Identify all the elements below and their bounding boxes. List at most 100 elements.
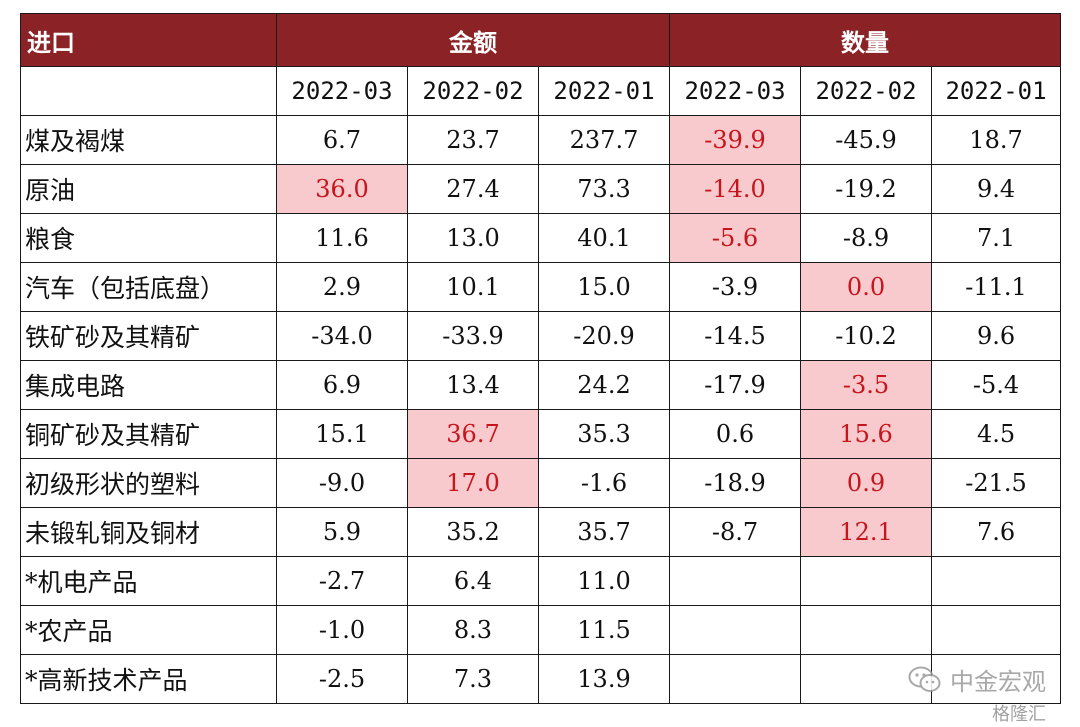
table-cell: 13.0 bbox=[407, 213, 539, 263]
table-row: 集成电路 6.9 13.4 24.2 -17.9 -3.5 -5.4 bbox=[20, 360, 1062, 410]
row-label: *机电产品 bbox=[20, 556, 277, 606]
table-row: 煤及褐煤 6.7 23.7 237.7 -39.9 -45.9 18.7 bbox=[20, 115, 1062, 165]
table-cell: 2.9 bbox=[276, 262, 408, 312]
table-cell-empty bbox=[669, 556, 802, 606]
table-cell: 11.5 bbox=[537, 605, 671, 655]
table-cell: -1.0 bbox=[276, 605, 408, 655]
table-cell: 23.7 bbox=[407, 115, 539, 165]
row-label: 集成电路 bbox=[20, 360, 277, 410]
table-cell: 27.4 bbox=[407, 164, 539, 214]
table-cell: -45.9 bbox=[800, 115, 933, 165]
watermark-sub: 格隆汇 bbox=[992, 704, 1046, 725]
table-cell: 6.4 bbox=[407, 556, 539, 606]
table-cell: -17.9 bbox=[669, 360, 802, 410]
table-row: 未锻轧铜及铜材 5.9 35.2 35.7 -8.7 12.1 7.6 bbox=[20, 507, 1062, 557]
table-cell: 7.1 bbox=[931, 213, 1062, 263]
table-cell: 9.6 bbox=[931, 311, 1062, 361]
row-label: 粮食 bbox=[20, 213, 277, 263]
table-cell: -2.5 bbox=[276, 654, 408, 704]
table-cell-highlighted: 17.0 bbox=[407, 458, 539, 508]
table-cell: -11.1 bbox=[931, 262, 1062, 312]
table-row: *高新技术产品 -2.5 7.3 13.9 bbox=[20, 654, 1062, 704]
table-cell: -8.9 bbox=[800, 213, 933, 263]
import-table: 进口 金额 数量 2022-03 2022-02 2022-01 2022-03… bbox=[20, 13, 1062, 704]
table-cell-empty bbox=[931, 654, 1062, 704]
table-cell: -33.9 bbox=[407, 311, 539, 361]
period-header: 2022-01 bbox=[931, 66, 1062, 116]
table-cell: -3.9 bbox=[669, 262, 802, 312]
table-cell-empty bbox=[669, 654, 802, 704]
table-cell-empty bbox=[800, 605, 933, 655]
table-cell: -5.4 bbox=[931, 360, 1062, 410]
table-cell: 4.5 bbox=[931, 409, 1062, 459]
row-label: 初级形状的塑料 bbox=[20, 458, 277, 508]
table-row: 原油 36.0 27.4 73.3 -14.0 -19.2 9.4 bbox=[20, 164, 1062, 214]
period-header: 2022-03 bbox=[276, 66, 408, 116]
watermark-text: 中金宏观 bbox=[950, 668, 1046, 696]
period-header: 2022-01 bbox=[537, 66, 671, 116]
table-cell-highlighted: 36.0 bbox=[276, 164, 408, 214]
table-row: 铁矿砂及其精矿 -34.0 -33.9 -20.9 -14.5 -10.2 9.… bbox=[20, 311, 1062, 361]
period-header: 2022-03 bbox=[669, 66, 802, 116]
table-cell: 18.7 bbox=[931, 115, 1062, 165]
table-cell: 11.6 bbox=[276, 213, 408, 263]
wechat-icon bbox=[908, 666, 941, 692]
table-cell: 13.9 bbox=[537, 654, 671, 704]
table-cell-empty bbox=[669, 605, 802, 655]
table-cell: 73.3 bbox=[537, 164, 671, 214]
table-row: 铜矿砂及其精矿 15.1 36.7 35.3 0.6 15.6 4.5 bbox=[20, 409, 1062, 459]
table-cell: 24.2 bbox=[537, 360, 671, 410]
table-cell-highlighted: -5.6 bbox=[669, 213, 802, 263]
table-cell: 10.1 bbox=[407, 262, 539, 312]
table-cell: 5.9 bbox=[276, 507, 408, 557]
table-cell: 6.9 bbox=[276, 360, 408, 410]
table-cell: -20.9 bbox=[537, 311, 671, 361]
table-cell: 13.4 bbox=[407, 360, 539, 410]
row-label: 未锻轧铜及铜材 bbox=[20, 507, 277, 557]
table-cell: -21.5 bbox=[931, 458, 1062, 508]
table-cell-highlighted: 36.7 bbox=[407, 409, 539, 459]
table-cell-highlighted: -14.0 bbox=[669, 164, 802, 214]
table-cell-highlighted: -39.9 bbox=[669, 115, 802, 165]
corner-label: 进口 bbox=[20, 13, 277, 67]
table-row: 初级形状的塑料 -9.0 17.0 -1.6 -18.9 0.9 -21.5 bbox=[20, 458, 1062, 508]
row-label: 铁矿砂及其精矿 bbox=[20, 311, 277, 361]
table-cell: 7.6 bbox=[931, 507, 1062, 557]
table-cell-highlighted: 15.6 bbox=[800, 409, 933, 459]
table-row: 粮食 11.6 13.0 40.1 -5.6 -8.9 7.1 bbox=[20, 213, 1062, 263]
table-cell: -34.0 bbox=[276, 311, 408, 361]
table-cell: 0.6 bbox=[669, 409, 802, 459]
table-cell: -2.7 bbox=[276, 556, 408, 606]
table-cell: 15.0 bbox=[537, 262, 671, 312]
table-cell: -9.0 bbox=[276, 458, 408, 508]
row-label: 原油 bbox=[20, 164, 277, 214]
table-cell: 8.3 bbox=[407, 605, 539, 655]
table-cell: 11.0 bbox=[537, 556, 671, 606]
row-label: *农产品 bbox=[20, 605, 277, 655]
table-cell: 237.7 bbox=[537, 115, 671, 165]
table-cell: -14.5 bbox=[669, 311, 802, 361]
table-cell: 6.7 bbox=[276, 115, 408, 165]
table-cell: 9.4 bbox=[931, 164, 1062, 214]
table-cell: -10.2 bbox=[800, 311, 933, 361]
table-cell: 35.3 bbox=[537, 409, 671, 459]
table-cell: 15.1 bbox=[276, 409, 408, 459]
table-cell: 40.1 bbox=[537, 213, 671, 263]
table-cell-empty bbox=[931, 605, 1062, 655]
table-cell-highlighted: 12.1 bbox=[800, 507, 933, 557]
table-cell-empty bbox=[800, 556, 933, 606]
table-cell: 7.3 bbox=[407, 654, 539, 704]
table-cell-empty bbox=[931, 556, 1062, 606]
table-cell: 35.7 bbox=[537, 507, 671, 557]
header-row-periods: 2022-03 2022-02 2022-01 2022-03 2022-02 … bbox=[20, 66, 1062, 116]
table-cell-highlighted: 0.0 bbox=[800, 262, 933, 312]
watermark: 中金宏观 bbox=[908, 662, 1046, 697]
group-header-quantity: 数量 bbox=[669, 13, 1062, 67]
period-header: 2022-02 bbox=[800, 66, 933, 116]
row-label: 铜矿砂及其精矿 bbox=[20, 409, 277, 459]
table-cell-highlighted: -3.5 bbox=[800, 360, 933, 410]
table-cell: -19.2 bbox=[800, 164, 933, 214]
group-header-amount: 金额 bbox=[275, 13, 671, 67]
row-label: 煤及褐煤 bbox=[20, 115, 277, 165]
period-header: 2022-02 bbox=[407, 66, 539, 116]
